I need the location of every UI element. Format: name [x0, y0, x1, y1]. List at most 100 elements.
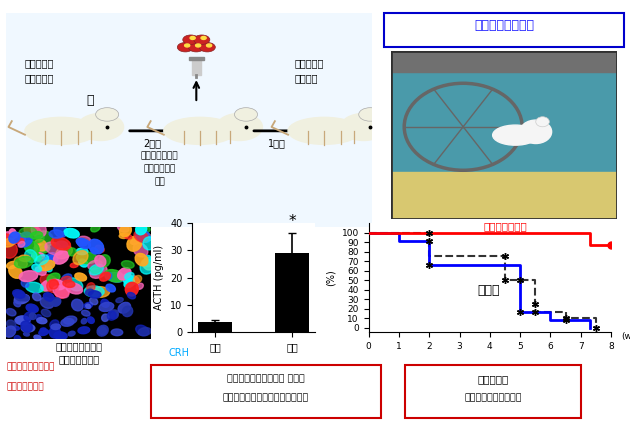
Bar [391, 172, 617, 219]
Ellipse shape [84, 286, 104, 297]
Y-axis label: (%): (%) [326, 269, 336, 286]
Circle shape [188, 42, 204, 52]
Text: 人工下垂体を: 人工下垂体を [144, 165, 176, 174]
Text: 下垂体除去: 下垂体除去 [25, 73, 54, 84]
Ellipse shape [47, 273, 60, 283]
Ellipse shape [130, 239, 139, 245]
Ellipse shape [118, 268, 131, 280]
Ellipse shape [66, 283, 83, 294]
Text: CRH: CRH [169, 348, 190, 358]
Ellipse shape [40, 275, 59, 288]
Ellipse shape [35, 239, 47, 251]
Ellipse shape [90, 266, 101, 274]
Circle shape [207, 44, 212, 47]
Ellipse shape [108, 272, 124, 282]
Ellipse shape [38, 231, 54, 246]
Ellipse shape [135, 254, 148, 266]
Circle shape [190, 36, 195, 39]
Ellipse shape [19, 255, 30, 262]
Ellipse shape [13, 233, 25, 243]
Ellipse shape [9, 229, 16, 236]
Ellipse shape [101, 299, 109, 307]
Ellipse shape [98, 326, 106, 335]
Ellipse shape [72, 299, 83, 311]
Ellipse shape [89, 291, 101, 298]
Ellipse shape [14, 257, 33, 268]
Text: 行動解析: 行動解析 [295, 73, 319, 84]
Ellipse shape [84, 302, 93, 308]
Ellipse shape [50, 320, 59, 329]
Ellipse shape [138, 328, 151, 336]
Text: 副腎皮質ホルモンの血中濃度回復: 副腎皮質ホルモンの血中濃度回復 [223, 393, 309, 402]
Ellipse shape [54, 332, 67, 340]
Ellipse shape [53, 286, 69, 298]
Ellipse shape [49, 327, 60, 338]
Ellipse shape [76, 248, 88, 255]
Ellipse shape [26, 282, 43, 293]
Ellipse shape [38, 245, 50, 254]
Bar [192, 58, 201, 75]
Ellipse shape [55, 282, 67, 290]
Ellipse shape [43, 293, 54, 301]
Ellipse shape [4, 326, 16, 337]
Ellipse shape [55, 246, 72, 259]
Circle shape [520, 120, 552, 144]
Ellipse shape [95, 245, 104, 252]
Circle shape [217, 113, 263, 141]
Ellipse shape [35, 267, 46, 275]
Ellipse shape [51, 237, 71, 250]
Ellipse shape [107, 311, 117, 320]
Text: 生存の改善: 生存の改善 [478, 374, 509, 384]
Ellipse shape [94, 255, 106, 267]
Ellipse shape [89, 239, 104, 254]
Ellipse shape [86, 304, 91, 308]
Ellipse shape [91, 248, 98, 254]
Ellipse shape [89, 298, 98, 305]
Ellipse shape [19, 295, 29, 301]
Ellipse shape [39, 260, 55, 271]
Ellipse shape [54, 251, 69, 264]
Text: ルモン産生細胞: ルモン産生細胞 [6, 383, 44, 392]
Circle shape [199, 42, 215, 52]
Ellipse shape [23, 332, 30, 336]
Ellipse shape [125, 282, 139, 296]
Ellipse shape [77, 239, 91, 248]
Ellipse shape [25, 117, 97, 145]
Text: 移植: 移植 [154, 178, 165, 187]
Ellipse shape [86, 289, 93, 295]
Ellipse shape [88, 260, 102, 269]
Text: (week): (week) [622, 332, 630, 341]
Ellipse shape [81, 318, 87, 324]
Ellipse shape [135, 230, 151, 242]
Ellipse shape [68, 331, 75, 336]
Ellipse shape [54, 224, 67, 237]
Ellipse shape [13, 290, 25, 298]
Ellipse shape [60, 276, 72, 285]
Circle shape [185, 44, 190, 47]
Circle shape [77, 113, 123, 141]
Ellipse shape [127, 236, 142, 251]
Ellipse shape [105, 269, 123, 282]
Text: 1週間: 1週間 [268, 138, 285, 148]
Bar [189, 57, 203, 60]
Ellipse shape [45, 265, 52, 272]
Ellipse shape [49, 230, 64, 238]
Ellipse shape [134, 231, 149, 242]
Ellipse shape [32, 252, 44, 260]
Ellipse shape [3, 239, 15, 247]
Ellipse shape [40, 328, 46, 332]
Ellipse shape [34, 335, 41, 340]
Ellipse shape [49, 279, 65, 290]
Ellipse shape [76, 252, 97, 263]
Ellipse shape [35, 255, 49, 265]
Ellipse shape [69, 248, 76, 256]
Ellipse shape [47, 280, 59, 293]
FancyBboxPatch shape [0, 11, 379, 232]
Ellipse shape [61, 318, 74, 326]
Ellipse shape [137, 283, 144, 290]
Ellipse shape [17, 232, 33, 247]
Ellipse shape [21, 324, 35, 332]
Ellipse shape [49, 298, 60, 305]
Ellipse shape [19, 271, 38, 281]
Ellipse shape [70, 263, 78, 268]
